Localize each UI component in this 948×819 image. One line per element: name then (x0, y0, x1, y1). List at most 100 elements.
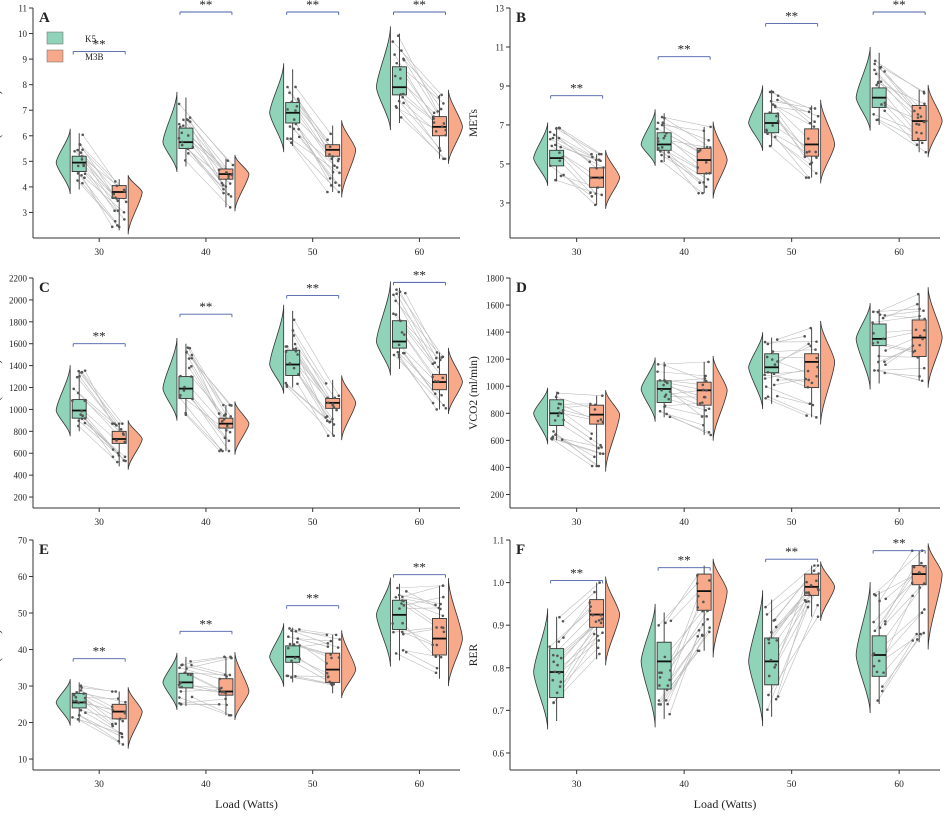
k5-point (402, 93, 405, 96)
k5-point (664, 135, 667, 138)
y-tick-label: 4 (23, 182, 28, 192)
m3b-point (337, 394, 340, 397)
k5-point (402, 649, 405, 652)
m3b-point (920, 115, 923, 118)
significance-marker: ** (199, 616, 212, 631)
k5-point (764, 341, 767, 344)
k5-point (877, 118, 880, 121)
k5-point (290, 141, 293, 144)
k5-point (883, 70, 886, 73)
m3b-point (325, 662, 328, 665)
k5-point (549, 138, 552, 141)
m3b-point (814, 107, 817, 110)
m3b-point (704, 396, 707, 399)
k5-point (77, 370, 80, 373)
k5-point (84, 369, 87, 372)
m3b-point (805, 176, 808, 179)
k5-point (190, 674, 193, 677)
m3b-point (599, 159, 602, 162)
m3b-point (228, 440, 231, 443)
m3b-point (329, 145, 332, 148)
k5-point (75, 696, 78, 699)
m3b-point (223, 418, 226, 421)
m3b-point (124, 701, 127, 704)
k5-point (77, 419, 80, 422)
k5-point (767, 371, 770, 374)
m3b-violin (128, 175, 142, 234)
k5-point (771, 358, 774, 361)
m3b-point (330, 657, 333, 660)
k5-point (403, 604, 406, 607)
m3b-point (925, 151, 928, 154)
k5-point (657, 363, 660, 366)
m3b-point (702, 384, 705, 387)
m3b-point (123, 441, 126, 444)
m3b-point (815, 579, 818, 582)
k5-point (399, 320, 402, 323)
k5-point (773, 666, 776, 669)
m3b-point (433, 112, 436, 115)
k5-point (188, 367, 191, 370)
m3b-point (338, 184, 341, 187)
y-tick-label: 30 (18, 682, 28, 692)
m3b-point (229, 674, 232, 677)
k5-point (84, 172, 87, 175)
significance-marker: ** (199, 299, 212, 314)
k5-point (667, 398, 670, 401)
m3b-point (702, 623, 705, 626)
x-tick-label: 50 (787, 518, 797, 528)
k5-point (554, 670, 557, 673)
k5-point (399, 290, 402, 293)
m3b-point (117, 697, 120, 700)
m3b-point (434, 604, 437, 607)
k5-point (884, 363, 887, 366)
m3b-point (432, 117, 435, 120)
y-tick-label: 1600 (9, 339, 28, 349)
k5-point (187, 346, 190, 349)
k5-point (294, 109, 297, 112)
m3b-point (111, 690, 114, 693)
k5-point (659, 410, 662, 413)
k5-point (183, 389, 186, 392)
k5-point (394, 299, 397, 302)
k5-point (772, 350, 775, 353)
k5-point (75, 691, 78, 694)
k5-point (288, 91, 291, 94)
m3b-point (805, 600, 808, 603)
m3b-point (922, 309, 925, 312)
k5-point (765, 130, 768, 133)
k5-point (83, 400, 86, 403)
m3b-point (232, 164, 235, 167)
m3b-point (588, 601, 591, 604)
k5-point (73, 150, 76, 153)
k5-point (405, 590, 408, 593)
k5-point (877, 341, 880, 344)
k5-point (550, 145, 553, 148)
k5-point (763, 374, 766, 377)
m3b-point (225, 704, 228, 707)
m3b-point (115, 197, 118, 200)
k5-point (190, 664, 193, 667)
k5-point (81, 371, 84, 374)
m3b-point (808, 150, 811, 153)
m3b-point (335, 634, 338, 637)
significance-marker: ** (199, 0, 212, 12)
m3b-point (911, 639, 914, 642)
m3b-point (703, 129, 706, 132)
y-tick-label: 9 (500, 81, 505, 91)
m3b-point (912, 351, 915, 354)
k5-point (767, 395, 770, 398)
m3b-point (601, 394, 604, 397)
k5-point (768, 111, 771, 114)
k5-point (191, 696, 194, 699)
m3b-point (327, 642, 330, 645)
m3b-violin (342, 375, 356, 440)
m3b-point (224, 692, 227, 695)
k5-point (662, 121, 665, 124)
k5-point (396, 587, 399, 590)
m3b-point (124, 460, 127, 463)
k5-point (873, 665, 876, 668)
k5-point (660, 154, 663, 157)
pair-line (775, 344, 809, 365)
x-tick-label: 50 (787, 248, 797, 258)
